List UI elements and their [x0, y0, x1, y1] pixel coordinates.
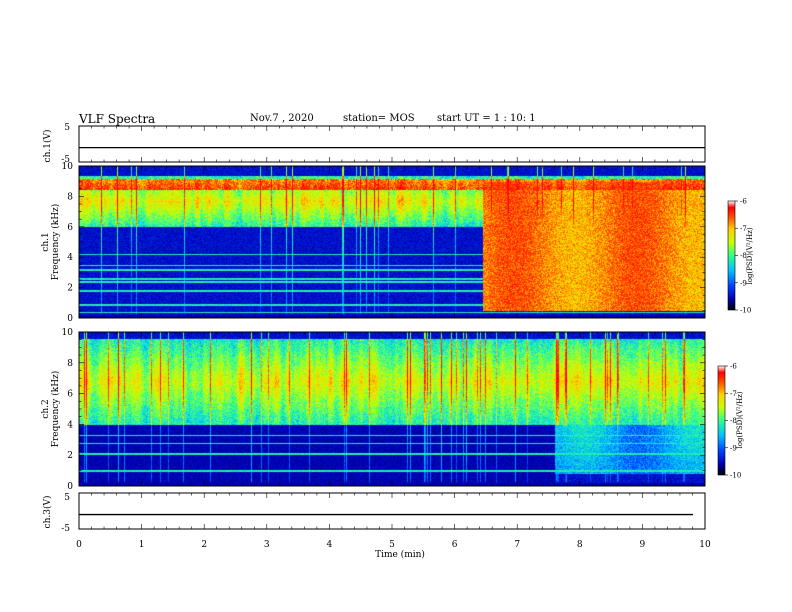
time-axis-label: Time (min) — [375, 549, 425, 560]
freq-tick-label: 2 — [67, 284, 73, 294]
colorbar-tick-label: -6 — [730, 363, 737, 371]
ch3-ytick-top: 5 — [64, 493, 70, 503]
time-tick-label: 9 — [640, 540, 646, 550]
freq-tick-label: 6 — [67, 223, 73, 233]
ch3-ytick-bottom: -5 — [61, 524, 70, 534]
time-tick-label: 3 — [264, 540, 270, 550]
time-axis-tick-labels: 0 1 2 3 4 5 6 7 8 9 10 — [76, 540, 711, 550]
colorbar-tick-label: -10 — [730, 472, 741, 480]
ch2-colorbar — [717, 365, 726, 476]
time-tick-label: 4 — [327, 540, 333, 550]
time-tick-label: 7 — [514, 540, 520, 550]
time-tick-label: 6 — [452, 540, 458, 550]
time-tick-label: 10 — [699, 540, 711, 550]
ch3-voltage-panel: 5 -5 ch.3(V) — [42, 492, 706, 534]
ch2-colorbar-label: log(PSD)(V²/Hz) — [736, 391, 744, 448]
colorbar-tick-label: -7 — [730, 390, 737, 398]
freq-tick-label: 2 — [67, 451, 73, 461]
ch1-frequency-ticks: 0 2 4 6 8 10 — [62, 162, 705, 324]
ch1-ytick-top: 5 — [64, 123, 70, 133]
colorbar-tick-label: -7 — [740, 225, 747, 233]
time-tick-label: 1 — [139, 540, 145, 550]
ch1-colorbar-ticks: -6 -7 -8 -9 -10 — [735, 198, 751, 315]
colorbar-tick-label: -8 — [740, 252, 747, 260]
freq-tick-label: 8 — [67, 192, 73, 202]
chart-title: VLF Spectra — [79, 112, 156, 126]
ch1-frequency-ylabel: Frequency (kHz) — [50, 204, 61, 281]
freq-tick-label: 10 — [62, 162, 74, 172]
freq-tick-label: 10 — [62, 328, 74, 338]
ch2-colorbar-ticks: -6 -7 -8 -9 -10 — [725, 363, 741, 480]
colorbar-tick-label: -6 — [740, 198, 747, 206]
freq-tick-label: 0 — [67, 314, 73, 324]
time-tick-label: 8 — [577, 540, 583, 550]
colorbar-tick-label: -9 — [740, 279, 747, 287]
ch1-voltage-ylabel: ch.1(V) — [42, 130, 53, 163]
ch1-colorbar — [727, 200, 736, 311]
ch1-colorbar-label: log(PSD)(V²/Hz) — [746, 227, 754, 284]
ch2-channel-label: ch.2 — [41, 399, 51, 418]
ch1-channel-label: ch.1 — [41, 232, 51, 251]
freq-tick-label: 0 — [67, 482, 73, 492]
ch1-spectrogram-image — [79, 166, 705, 318]
ch2-frequency-ticks: 0 2 4 6 8 10 — [62, 328, 705, 492]
freq-tick-label: 4 — [67, 253, 73, 263]
colorbar-tick-label: -9 — [730, 444, 737, 452]
freq-tick-label: 6 — [67, 390, 73, 400]
ch3-voltage-ylabel: ch.3(V) — [42, 496, 53, 529]
ch1-ytick-bottom: -5 — [61, 155, 70, 165]
station-label: station= MOS — [343, 113, 415, 124]
time-tick-label: 5 — [389, 540, 395, 550]
start-time-label: start UT = 1 : 10: 1 — [437, 113, 536, 124]
time-axis-ticks — [78, 126, 706, 529]
freq-tick-label: 8 — [67, 359, 73, 369]
time-tick-label: 0 — [76, 540, 82, 550]
ch2-spectrogram-panel: 0 2 4 6 8 10 ch.2 Frequency (kHz) -6 -7 -8 -9 -10… — [41, 328, 744, 492]
ch2-frequency-ylabel: Frequency (kHz) — [50, 371, 61, 448]
date-label: Nov.7 , 2020 — [250, 113, 314, 124]
colorbar-tick-label: -10 — [740, 307, 751, 315]
ch1-spectrogram-panel: 0 2 4 6 8 10 ch.1 Frequency (kHz) -6 -7 -8 -9 -10… — [41, 162, 754, 324]
time-tick-label: 2 — [201, 540, 207, 550]
ch2-spectrogram-image — [79, 332, 705, 486]
colorbar-tick-label: -8 — [730, 417, 737, 425]
freq-tick-label: 4 — [67, 420, 73, 430]
